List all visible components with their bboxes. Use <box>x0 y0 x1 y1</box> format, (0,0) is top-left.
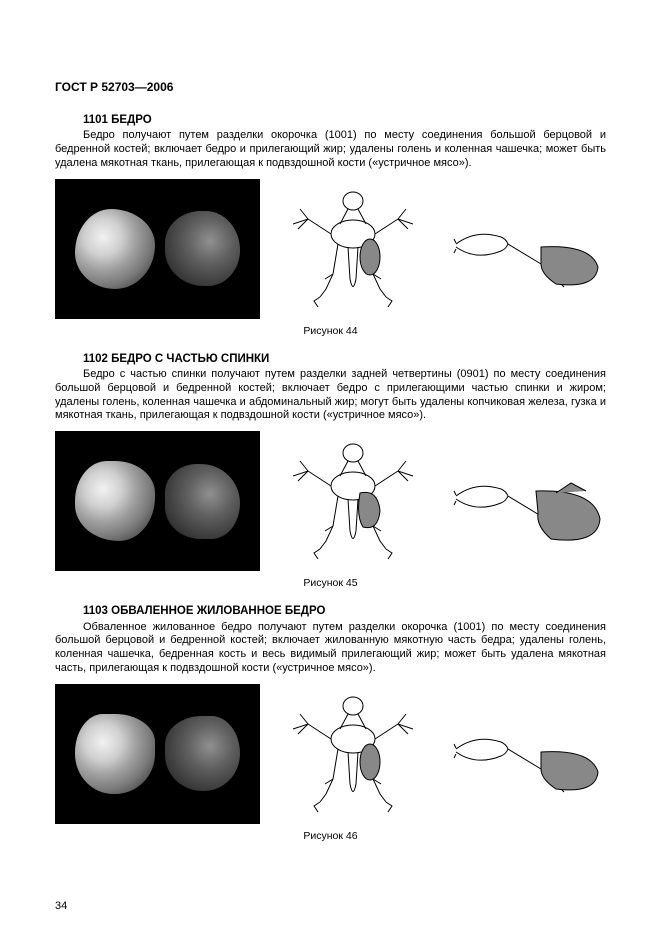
figure-block-45 <box>55 431 606 571</box>
page: ГОСТ Р 52703—2006 1101 БЕДРО Бедро получ… <box>0 0 661 936</box>
section-title-1102: 1102 БЕДРО С ЧАСТЬЮ СПИНКИ <box>55 352 606 366</box>
section-title-1101: 1101 БЕДРО <box>55 113 606 127</box>
skeleton-diagram-icon <box>278 684 428 824</box>
leg-diagram-icon <box>446 441 606 561</box>
meat-piece-icon <box>165 464 240 539</box>
section-paragraph-1102: Бедро с частью спинки получают путем раз… <box>55 368 606 423</box>
meat-piece-icon <box>75 209 155 289</box>
section-paragraph-1103: Обваленное жилованное бедро получают пут… <box>55 621 606 676</box>
figure-caption-46: Рисунок 46 <box>55 830 606 843</box>
leg-diagram-icon <box>446 694 606 814</box>
meat-piece-icon <box>75 714 155 794</box>
document-header: ГОСТ Р 52703—2006 <box>55 80 606 95</box>
meat-piece-icon <box>165 211 240 286</box>
skeleton-diagram-icon <box>278 431 428 571</box>
meat-piece-icon <box>165 716 240 791</box>
photo-thigh-1102 <box>55 431 260 571</box>
figure-block-46 <box>55 684 606 824</box>
photo-thigh-1101 <box>55 179 260 319</box>
meat-piece-icon <box>75 461 155 541</box>
skeleton-diagram-icon <box>278 179 428 319</box>
section-title-1103: 1103 ОБВАЛЕННОЕ ЖИЛОВАННОЕ БЕДРО <box>55 604 606 618</box>
leg-diagram-icon <box>446 189 606 309</box>
section-paragraph-1101: Бедро получают путем разделки окорочка (… <box>55 129 606 170</box>
photo-thigh-1103 <box>55 684 260 824</box>
figure-caption-44: Рисунок 44 <box>55 325 606 338</box>
figure-caption-45: Рисунок 45 <box>55 577 606 590</box>
page-number: 34 <box>55 900 67 914</box>
figure-block-44 <box>55 179 606 319</box>
